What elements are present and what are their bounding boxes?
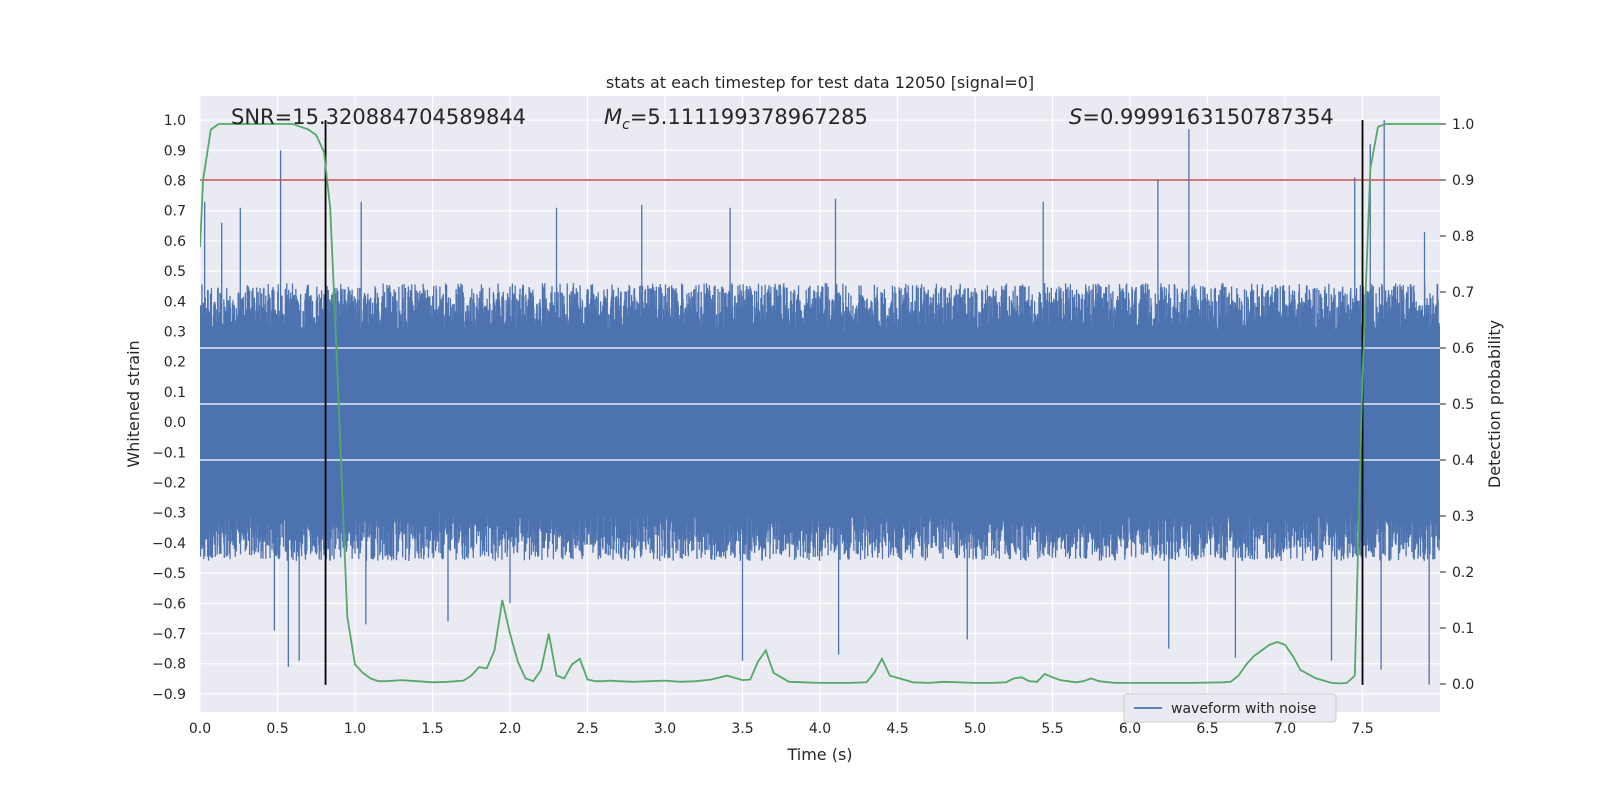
y-tick-label: −0.9 — [152, 687, 186, 703]
y2-tick-label: 1.0 — [1452, 117, 1474, 133]
y-tick-label: 0.2 — [164, 355, 186, 371]
y-tick-label: 0.8 — [164, 174, 186, 190]
y-tick-label: −0.1 — [152, 445, 186, 461]
y-tick-label: 0.6 — [164, 234, 186, 250]
y2-axis-ticks: 0.0 0.1 0.2 0.3 0.4 0.5 0.6 0.7 0.8 0.9 1.0 — [1440, 117, 1474, 693]
x-axis-label: Time (s) — [786, 745, 852, 764]
x-tick-label: 1.0 — [344, 721, 366, 737]
y-tick-label: 0.0 — [164, 415, 186, 431]
chirp-mass-annotation: Mc=5.111199378967285 — [604, 105, 868, 133]
x-tick-label: 7.5 — [1351, 721, 1373, 737]
legend: waveform with noise — [1123, 693, 1337, 723]
snr-annotation: SNR=15.320884704589844 — [231, 105, 526, 129]
legend-label: waveform with noise — [1171, 701, 1316, 717]
y-tick-label: 0.7 — [164, 204, 186, 220]
y2-tick-label: 0.6 — [1452, 341, 1474, 357]
y-tick-label: −0.3 — [152, 506, 186, 522]
x-tick-label: 6.0 — [1119, 721, 1141, 737]
x-tick-label: 0.5 — [266, 721, 288, 737]
x-tick-label: 4.5 — [886, 721, 908, 737]
y-tick-label: −0.6 — [152, 596, 186, 612]
y-tick-label: −0.5 — [152, 566, 186, 582]
detection-probability-line — [200, 123, 1440, 685]
x-tick-label: 0.0 — [189, 721, 211, 737]
y-tick-label: −0.8 — [152, 657, 186, 673]
waveform-series — [200, 120, 1440, 685]
x-tick-label: 4.0 — [809, 721, 831, 737]
y2-tick-label: 0.4 — [1452, 453, 1474, 469]
y-tick-label: 0.3 — [164, 325, 186, 341]
x-tick-label: 2.0 — [499, 721, 521, 737]
y2-tick-label: 0.8 — [1452, 229, 1474, 245]
y2-tick-label: 0.0 — [1452, 677, 1474, 693]
y-tick-label: 0.1 — [164, 385, 186, 401]
x-tick-label: 5.0 — [964, 721, 986, 737]
legend-box — [1123, 693, 1337, 723]
y2-tick-label: 0.1 — [1452, 621, 1474, 637]
x-tick-label: 7.0 — [1274, 721, 1296, 737]
y-tick-label: 0.9 — [164, 143, 186, 159]
y2-tick-label: 0.2 — [1452, 565, 1474, 581]
overlay-lines — [200, 120, 1440, 685]
y-tick-label: −0.7 — [152, 626, 186, 642]
x-tick-label: 3.0 — [654, 721, 676, 737]
y-tick-label: 1.0 — [164, 113, 186, 129]
y2-tick-label: 0.9 — [1452, 173, 1474, 189]
chart-title: stats at each timestep for test data 120… — [606, 73, 1034, 92]
plot-area — [200, 120, 1440, 685]
x-axis-ticks: 0.0 0.5 1.0 1.5 2.0 2.5 3.0 3.5 4.0 4.5 5.0 5.5 6.0 6… — [189, 721, 1374, 737]
score-annotation: S=0.9999163150787354 — [1069, 105, 1334, 129]
x-tick-label: 2.5 — [576, 721, 598, 737]
y2-tick-label: 0.7 — [1452, 285, 1474, 301]
y-axis-label: Whitened strain — [124, 340, 143, 467]
x-tick-label: 3.5 — [731, 721, 753, 737]
y-tick-label: −0.4 — [152, 536, 186, 552]
y2-axis-label: Detection probability — [1485, 320, 1504, 488]
y-axis-ticks: −0.9 −0.8 −0.7 −0.6 −0.5 −0.4 −0.3 −0.2 −0.1 0.0 0… — [152, 113, 186, 703]
y-tick-label: 0.5 — [164, 264, 186, 280]
y2-tick-label: 0.3 — [1452, 509, 1474, 525]
y-tick-label: 0.4 — [164, 294, 186, 310]
y2-tick-label: 0.5 — [1452, 397, 1474, 413]
x-tick-label: 5.5 — [1041, 721, 1063, 737]
y-tick-label: −0.2 — [152, 476, 186, 492]
x-tick-label: 6.5 — [1196, 721, 1218, 737]
x-tick-label: 1.5 — [421, 721, 443, 737]
